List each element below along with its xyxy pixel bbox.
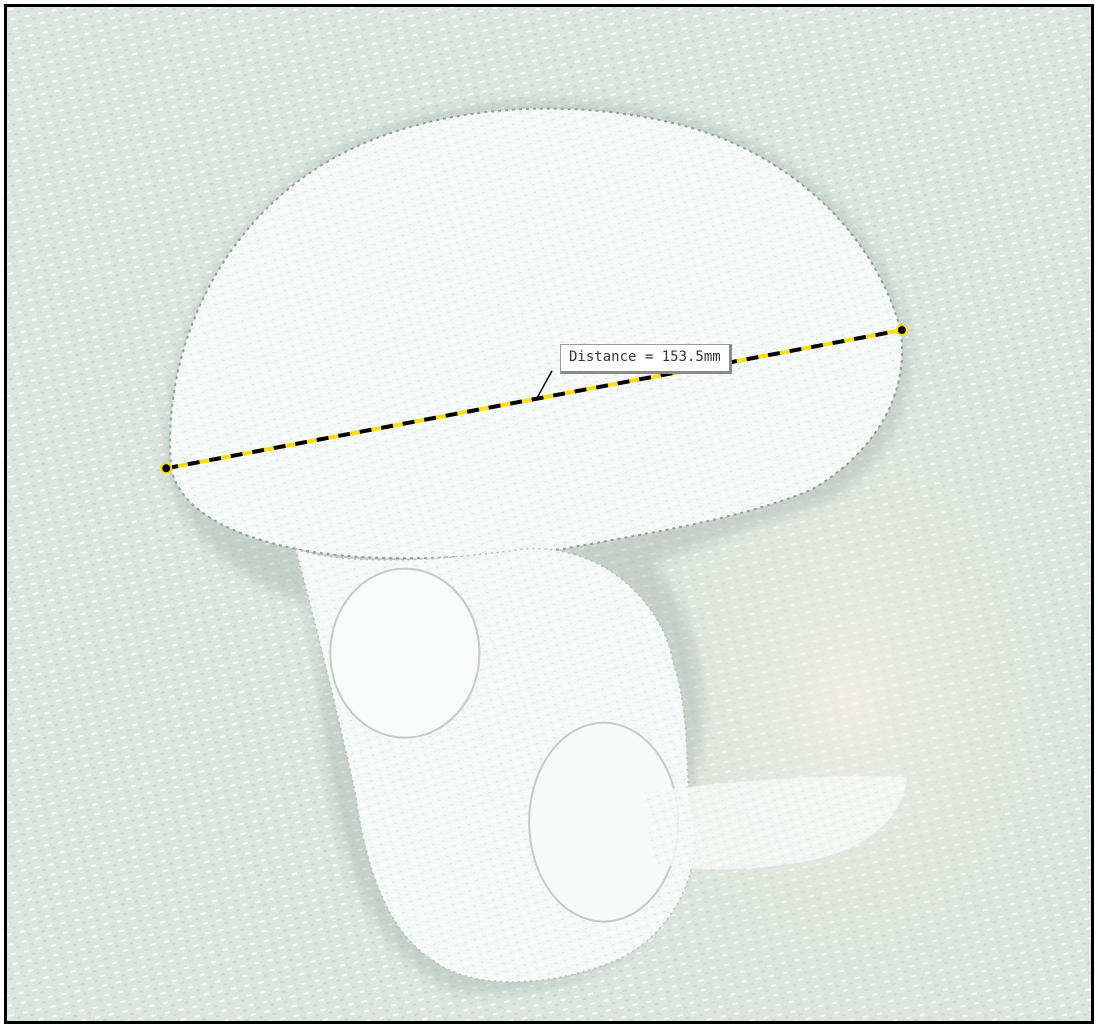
measurement-line-dashes bbox=[165, 328, 903, 471]
ilium-blade bbox=[169, 107, 904, 560]
measurement-tool[interactable] bbox=[160, 324, 908, 475]
bone-model-scene[interactable] bbox=[7, 7, 1091, 1021]
distance-label: Distance = 153.5mm bbox=[560, 344, 732, 374]
pubic-ramus bbox=[643, 776, 907, 870]
acetabular-rim bbox=[329, 567, 481, 739]
measurement-start-point[interactable] bbox=[160, 462, 173, 475]
label-leader-line bbox=[535, 370, 553, 401]
3d-viewport[interactable]: Distance = 153.5mm bbox=[4, 4, 1094, 1024]
measurement-end-point[interactable] bbox=[895, 324, 908, 337]
